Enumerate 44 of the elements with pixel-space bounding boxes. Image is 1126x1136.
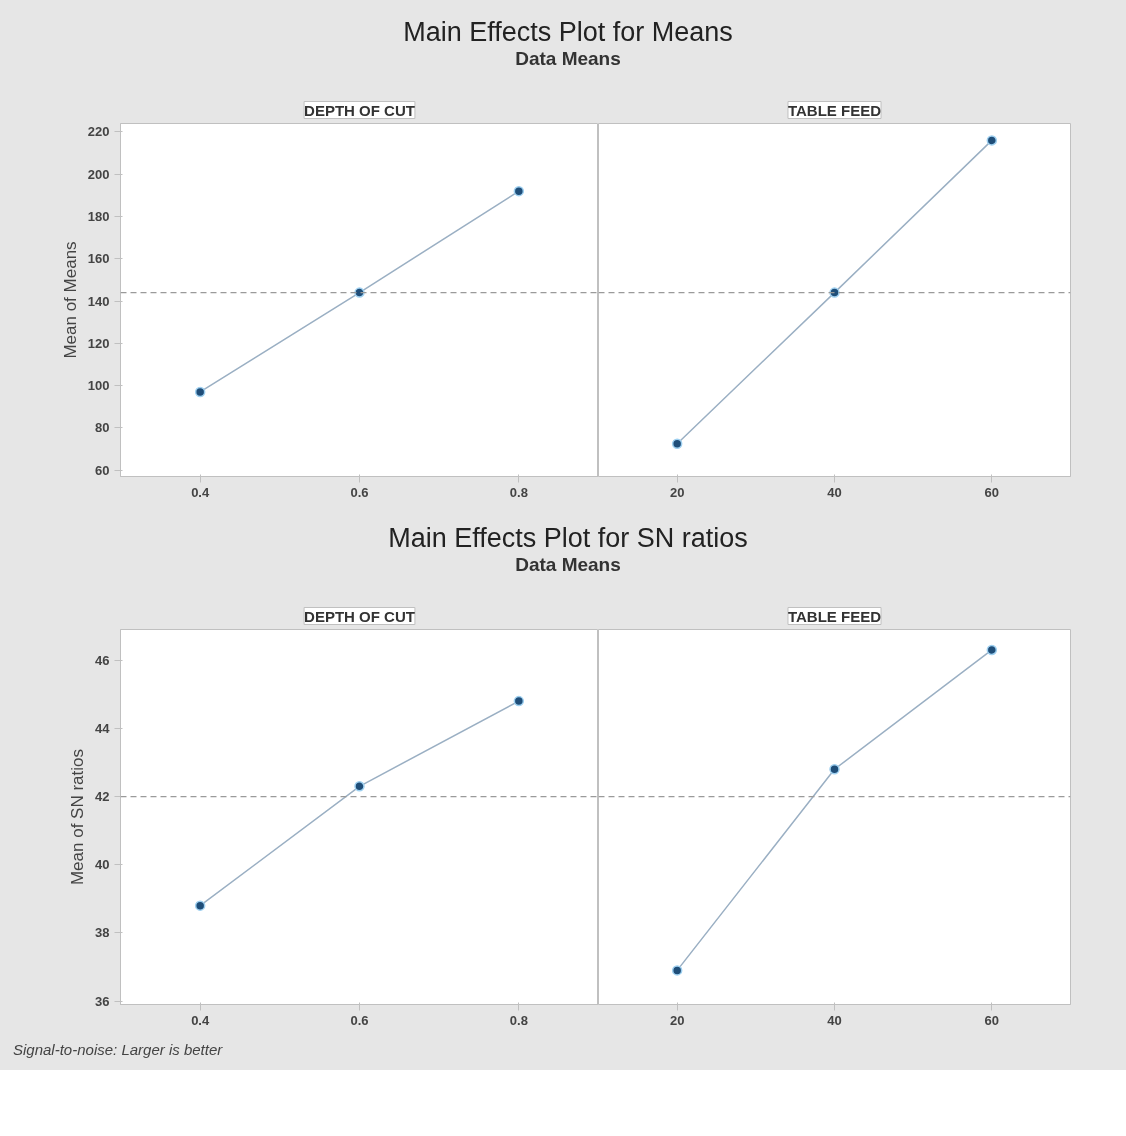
point	[513, 695, 525, 707]
x-tick-label: 0.8	[509, 1012, 528, 1028]
y-tick-label: 42	[95, 789, 110, 805]
x-tick-label: 60	[984, 1012, 1000, 1028]
x-tick-label: 0.6	[350, 1012, 369, 1028]
y-tick-label: 36	[95, 993, 110, 1009]
x-tick-label: 40	[827, 484, 842, 500]
point	[354, 781, 365, 792]
text: Main Effects Plot for Means	[402, 17, 734, 49]
x-tick-label: 40	[827, 1012, 842, 1028]
y-tick-label: 200	[87, 166, 110, 182]
y-tick-label: 220	[87, 124, 110, 140]
y-axis-title: Mean of Means	[60, 241, 80, 359]
text: Signal-to-noise: Larger is better	[13, 1040, 223, 1060]
y-tick-label: 160	[87, 251, 110, 267]
x-tick-label: 20	[669, 1012, 685, 1028]
chart-title: TABLE FEED	[787, 607, 882, 625]
x-tick-label: 0.4	[191, 1012, 210, 1028]
text: Data Means	[514, 48, 622, 70]
y-tick-label: 140	[87, 293, 110, 309]
chart-title: DEPTH OF CUT	[304, 607, 415, 625]
text: Data Means	[514, 554, 622, 576]
y-tick-label: 38	[95, 925, 110, 941]
y-axis-title: Mean of SN ratios	[68, 748, 88, 886]
y-tick-label: 60	[95, 462, 110, 478]
x-tick-label: 0.4	[191, 484, 210, 500]
y-tick-label: 180	[87, 209, 110, 225]
chart-title: DEPTH OF CUT	[304, 101, 415, 119]
x-tick-label: 0.8	[509, 484, 528, 500]
point	[194, 900, 206, 911]
text: Main Effects Plot for SN ratios	[387, 523, 749, 555]
y-tick-label: 44	[95, 720, 111, 736]
y-tick-label: 120	[87, 335, 110, 351]
x-tick-label: 60	[984, 484, 1000, 500]
y-tick-label: 40	[95, 857, 110, 873]
point	[194, 386, 206, 398]
y-tick-label: 80	[95, 420, 110, 436]
x-tick-label: 0.6	[350, 484, 369, 500]
x-tick-label: 20	[669, 484, 685, 500]
y-tick-label: 100	[87, 378, 110, 394]
point	[513, 185, 525, 197]
y-tick-label: 46	[95, 652, 110, 668]
chart-title: TABLE FEED	[787, 101, 882, 119]
point	[354, 287, 365, 298]
